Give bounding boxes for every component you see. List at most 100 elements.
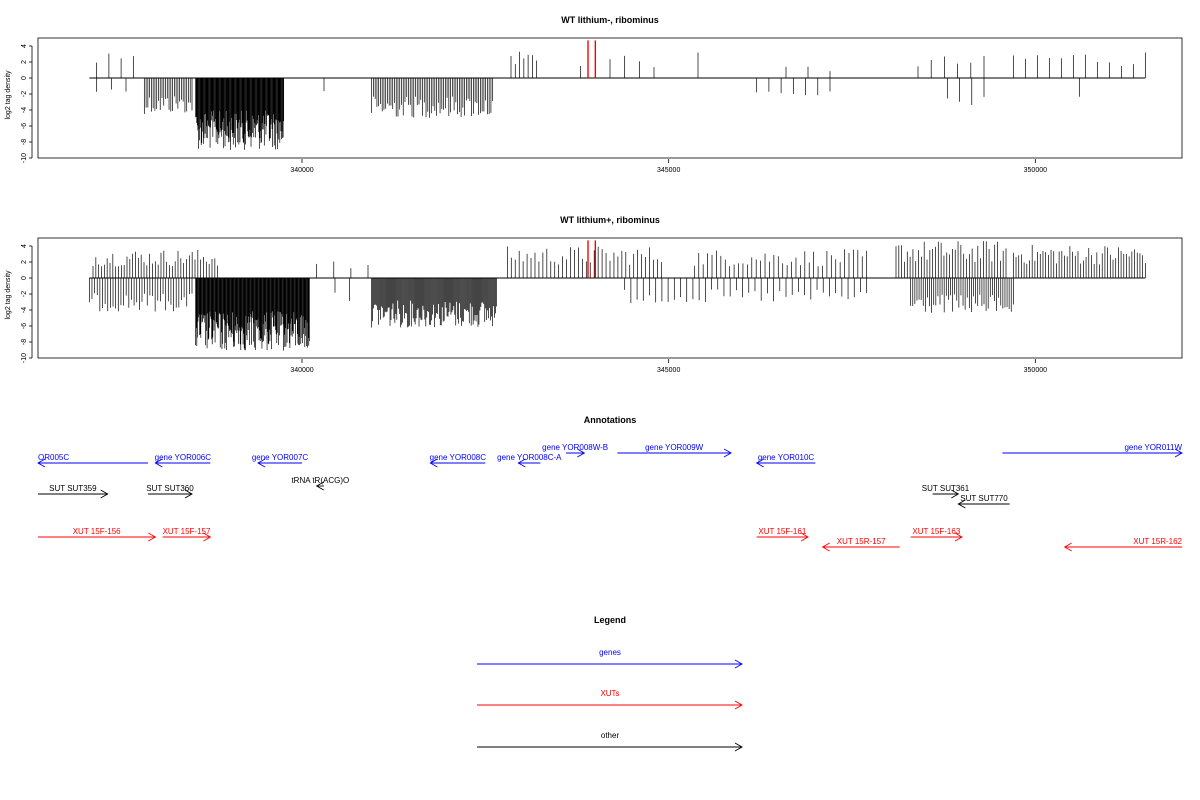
legend-label: other bbox=[601, 731, 620, 740]
x-tick-label: 340000 bbox=[290, 167, 313, 174]
y-tick-label: 4 bbox=[21, 44, 28, 48]
feature-label: XUT 15F-157 bbox=[163, 527, 211, 536]
arrowhead bbox=[154, 458, 163, 468]
arrowhead bbox=[951, 489, 960, 499]
annotation-feature: XUT 15F-156 bbox=[38, 527, 157, 542]
feature-label: XUT 15R-162 bbox=[1133, 537, 1182, 546]
feature-label: gene YOR011W bbox=[1124, 443, 1182, 452]
y-tick-label: -2 bbox=[21, 291, 28, 297]
y-tick-label: -2 bbox=[21, 91, 28, 97]
x-axis: 340000 345000 350000 bbox=[290, 159, 1047, 174]
y-axis: 4 2 0 -2 -4 -6 -8 -10 bbox=[21, 44, 33, 163]
feature-label: XUT 15R-157 bbox=[837, 537, 886, 546]
annotation-feature: XUT 15F-161 bbox=[756, 527, 809, 542]
y-tick-label: -10 bbox=[21, 353, 28, 363]
arrowhead bbox=[1174, 448, 1183, 458]
y-tick-label: -6 bbox=[21, 323, 28, 329]
feature-label: XUT 15F-161 bbox=[758, 527, 806, 536]
annotation-feature: gene YOR009W bbox=[617, 443, 732, 458]
arrowhead bbox=[734, 659, 743, 669]
arrowhead bbox=[1063, 542, 1072, 552]
annotations-title: Annotations bbox=[584, 415, 637, 425]
feature-label: SUT SUT359 bbox=[49, 484, 97, 493]
feature-label: gene YOR008W-B bbox=[542, 443, 608, 452]
y-axis: 4 2 0 -2 -4 -6 -8 -10 bbox=[21, 244, 33, 363]
feature-label: gene YOR008C bbox=[430, 453, 487, 462]
y-tick-label: 0 bbox=[21, 76, 28, 80]
y-axis-label: log2 tag density bbox=[5, 270, 12, 320]
feature-label: XUT 15F-156 bbox=[73, 527, 121, 536]
annotation-feature: SUT SUT770 bbox=[957, 494, 1010, 509]
arrowhead bbox=[203, 532, 212, 542]
arrowhead bbox=[821, 542, 830, 552]
annotation-feature: XUT 15F-157 bbox=[163, 527, 212, 542]
plot-frame bbox=[37, 37, 1183, 159]
x-tick-label: 345000 bbox=[657, 367, 680, 374]
arrowhead bbox=[429, 458, 438, 468]
annotation-feature: SUT SUT361 bbox=[922, 484, 970, 499]
y-tick-label: 0 bbox=[21, 276, 28, 280]
feature-label: gene YOR007C bbox=[252, 453, 309, 462]
arrowhead bbox=[734, 742, 743, 752]
legend-label: genes bbox=[599, 648, 621, 657]
arrowhead bbox=[148, 532, 157, 542]
annotation-feature: XUT 15R-162 bbox=[1063, 537, 1183, 552]
arrowhead bbox=[37, 458, 46, 468]
arrowhead bbox=[577, 448, 586, 458]
y-tick-label: -6 bbox=[21, 123, 28, 129]
annotation-feature: tRNA tR(ACG)O bbox=[291, 476, 349, 491]
annotation-feature: OR005C bbox=[37, 453, 148, 468]
annotation-feature: gene YOR008W-B bbox=[542, 443, 608, 458]
arrowhead bbox=[100, 489, 109, 499]
arrowhead bbox=[257, 458, 266, 468]
legend-label: XUTs bbox=[600, 689, 619, 698]
arrowhead bbox=[517, 458, 526, 468]
feature-label: gene YOR009W bbox=[645, 443, 704, 452]
feature-label: gene YOR006C bbox=[155, 453, 212, 462]
y-tick-label: 4 bbox=[21, 244, 28, 248]
annotation-feature: gene YOR011W bbox=[1002, 443, 1183, 458]
y-axis-label: log2 tag density bbox=[5, 70, 12, 120]
feature-label: XUT 15F-163 bbox=[912, 527, 960, 536]
legend-entry: other bbox=[477, 731, 743, 752]
track-panel-lithium-minus: WT lithium-, ribominus log2 tag density … bbox=[5, 15, 1183, 174]
arrowhead bbox=[755, 458, 764, 468]
arrowhead bbox=[957, 499, 966, 509]
arrowhead bbox=[734, 700, 743, 710]
arrowhead bbox=[954, 532, 963, 542]
y-tick-label: -8 bbox=[21, 139, 28, 145]
legend-entry: XUTs bbox=[477, 689, 743, 710]
annotation-feature: XUT 15F-163 bbox=[910, 527, 963, 542]
panel-title: WT lithium+, ribominus bbox=[560, 215, 660, 225]
feature-label: gene YOR008C-A bbox=[497, 453, 562, 462]
x-tick-label: 340000 bbox=[290, 367, 313, 374]
annotation-feature: SUT SUT359 bbox=[38, 484, 109, 499]
annotation-feature: gene YOR008C-A bbox=[497, 453, 562, 468]
annotations-panel: Annotations OR005C gene YOR006C gene YOR00… bbox=[37, 415, 1183, 552]
annotation-feature: gene YOR007C bbox=[252, 453, 309, 468]
feature-label: SUT SUT361 bbox=[922, 484, 970, 493]
arrowhead bbox=[184, 489, 193, 499]
feature-label: gene YOR010C bbox=[758, 453, 815, 462]
y-tick-label: -4 bbox=[21, 307, 28, 313]
x-tick-label: 350000 bbox=[1024, 367, 1047, 374]
x-tick-label: 345000 bbox=[657, 167, 680, 174]
arrowhead bbox=[723, 448, 732, 458]
feature-label: OR005C bbox=[38, 453, 69, 462]
bars-group bbox=[89, 40, 1146, 150]
y-tick-label: -4 bbox=[21, 107, 28, 113]
annotation-items: OR005C gene YOR006C gene YOR007C gene YOR00… bbox=[37, 443, 1183, 552]
track-panel-lithium-plus: WT lithium+, ribominus log2 tag density … bbox=[5, 215, 1183, 374]
feature-label: SUT SUT360 bbox=[146, 484, 194, 493]
arrowhead bbox=[800, 532, 809, 542]
y-tick-label: -10 bbox=[21, 153, 28, 163]
bars-group bbox=[88, 240, 1146, 351]
legend-items: genes XUTs other bbox=[477, 648, 743, 752]
feature-label: SUT SUT770 bbox=[960, 494, 1008, 503]
y-tick-label: -8 bbox=[21, 339, 28, 345]
x-tick-label: 350000 bbox=[1024, 167, 1047, 174]
annotation-feature: gene YOR006C bbox=[154, 453, 212, 468]
annotation-feature: XUT 15R-157 bbox=[821, 537, 900, 552]
y-tick-label: 2 bbox=[21, 60, 28, 64]
